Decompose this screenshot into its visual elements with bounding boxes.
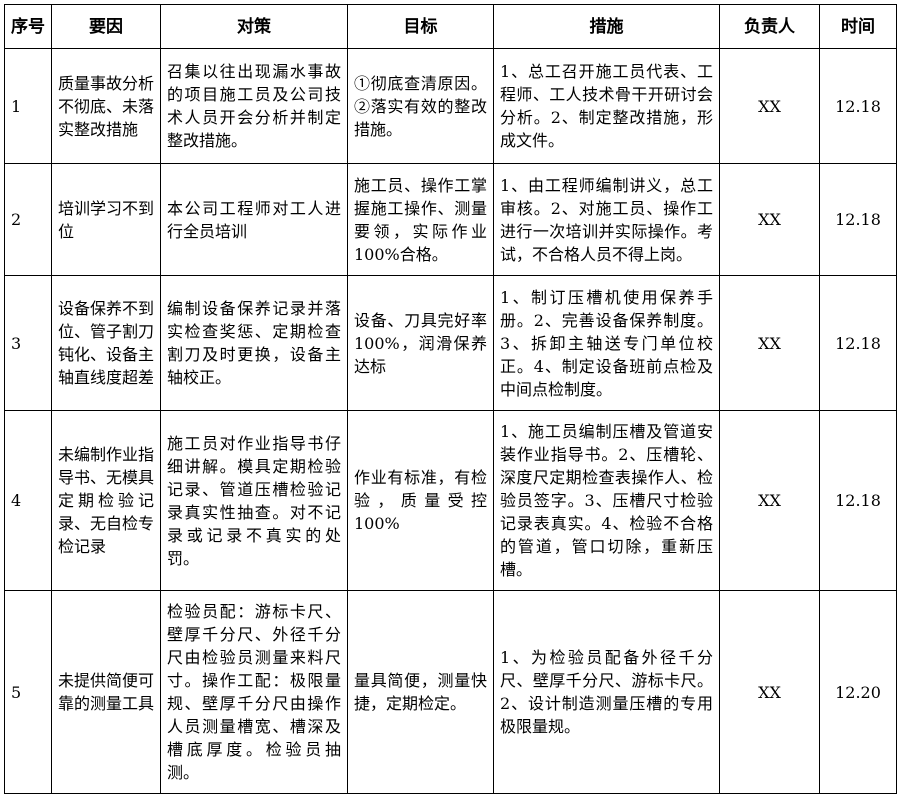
cell-time: 12.18	[819, 410, 897, 591]
table-row: 2 培训学习不到位 本公司工程师对工人进行全员培训 施工员、操作工掌握施工操作、…	[4, 163, 897, 276]
cell-no: 5	[4, 590, 52, 794]
header-target: 目标	[347, 4, 494, 49]
cell-time: 12.18	[819, 275, 897, 411]
cell-owner: XX	[719, 590, 820, 794]
table-row: 3 设备保养不到位、管子割刀钝化、设备主轴直线度超差 编制设备保养记录并落实检查…	[4, 275, 897, 411]
cell-countermeasure: 编制设备保养记录并落实检查奖惩、定期检查割刀及时更换，设备主轴校正。	[160, 275, 348, 411]
cell-no: 1	[4, 48, 52, 164]
header-countermeasure: 对策	[160, 4, 348, 49]
table-row: 4 未编制作业指导书、无模具定期检验记录、无自检专检记录 施工员对作业指导书仔细…	[4, 410, 897, 591]
header-time: 时间	[819, 4, 897, 49]
cell-measures: 1、由工程师编制讲义，总工审核。2、对施工员、操作工进行一次培训并实际操作。考试…	[493, 163, 720, 276]
cell-cause: 设备保养不到位、管子割刀钝化、设备主轴直线度超差	[51, 275, 161, 411]
cell-cause: 未编制作业指导书、无模具定期检验记录、无自检专检记录	[51, 410, 161, 591]
cell-no: 3	[4, 275, 52, 411]
table-row: 1 质量事故分析不彻底、未落实整改措施 召集以往出现漏水事故的项目施工员及公司技…	[4, 48, 897, 164]
cell-measures: 1、施工员编制压槽及管道安装作业指导书。2、压槽轮、深度尺定期检查表操作人、检验…	[493, 410, 720, 591]
cell-time: 12.18	[819, 48, 897, 164]
cell-cause: 质量事故分析不彻底、未落实整改措施	[51, 48, 161, 164]
header-no: 序号	[4, 4, 52, 49]
table-row: 5 未提供简便可靠的测量工具 检验员配：游标卡尺、壁厚千分尺、外径千分尺由检验员…	[4, 590, 897, 794]
cell-owner: XX	[719, 163, 820, 276]
countermeasure-table: 序号 要因 对策 目标 措施 负责人 时间 1 质量事故分析不彻底、未落实整改措…	[4, 4, 897, 794]
cell-time: 12.18	[819, 163, 897, 276]
cell-time: 12.20	[819, 590, 897, 794]
cell-countermeasure: 本公司工程师对工人进行全员培训	[160, 163, 348, 276]
cell-measures: 1、总工召开施工员代表、工程师、工人技术骨干开研讨会分析。2、制定整改措施，形成…	[493, 48, 720, 164]
cell-countermeasure: 检验员配：游标卡尺、壁厚千分尺、外径千分尺由检验员测量来料尺寸。操作工配：极限量…	[160, 590, 348, 794]
cell-measures: 1、为检验员配备外径千分尺、壁厚千分尺、游标卡尺。2、设计制造测量压槽的专用极限…	[493, 590, 720, 794]
cell-owner: XX	[719, 410, 820, 591]
cell-target: 施工员、操作工掌握施工操作、测量要领，实际作业100%合格。	[347, 163, 494, 276]
cell-no: 2	[4, 163, 52, 276]
cell-cause: 培训学习不到位	[51, 163, 161, 276]
cell-target: 作业有标准，有检验，质量受控100%	[347, 410, 494, 591]
header-measures: 措施	[493, 4, 720, 49]
cell-cause: 未提供简便可靠的测量工具	[51, 590, 161, 794]
cell-target: ①彻底查清原因。②落实有效的整改措施。	[347, 48, 494, 164]
cell-no: 4	[4, 410, 52, 591]
cell-countermeasure: 召集以往出现漏水事故的项目施工员及公司技术人员开会分析并制定整改措施。	[160, 48, 348, 164]
cell-target: 设备、刀具完好率100%，润滑保养达标	[347, 275, 494, 411]
cell-measures: 1、制订压槽机使用保养手册。2、完善设备保养制度。3、拆卸主轴送专门单位校正。4…	[493, 275, 720, 411]
header-row: 序号 要因 对策 目标 措施 负责人 时间	[4, 4, 897, 49]
cell-target: 量具简便，测量快捷，定期检定。	[347, 590, 494, 794]
cell-countermeasure: 施工员对作业指导书仔细讲解。模具定期检验记录、管道压槽检验记录真实性抽查。对不记…	[160, 410, 348, 591]
header-owner: 负责人	[719, 4, 820, 49]
cell-owner: XX	[719, 48, 820, 164]
header-cause: 要因	[51, 4, 161, 49]
cell-owner: XX	[719, 275, 820, 411]
